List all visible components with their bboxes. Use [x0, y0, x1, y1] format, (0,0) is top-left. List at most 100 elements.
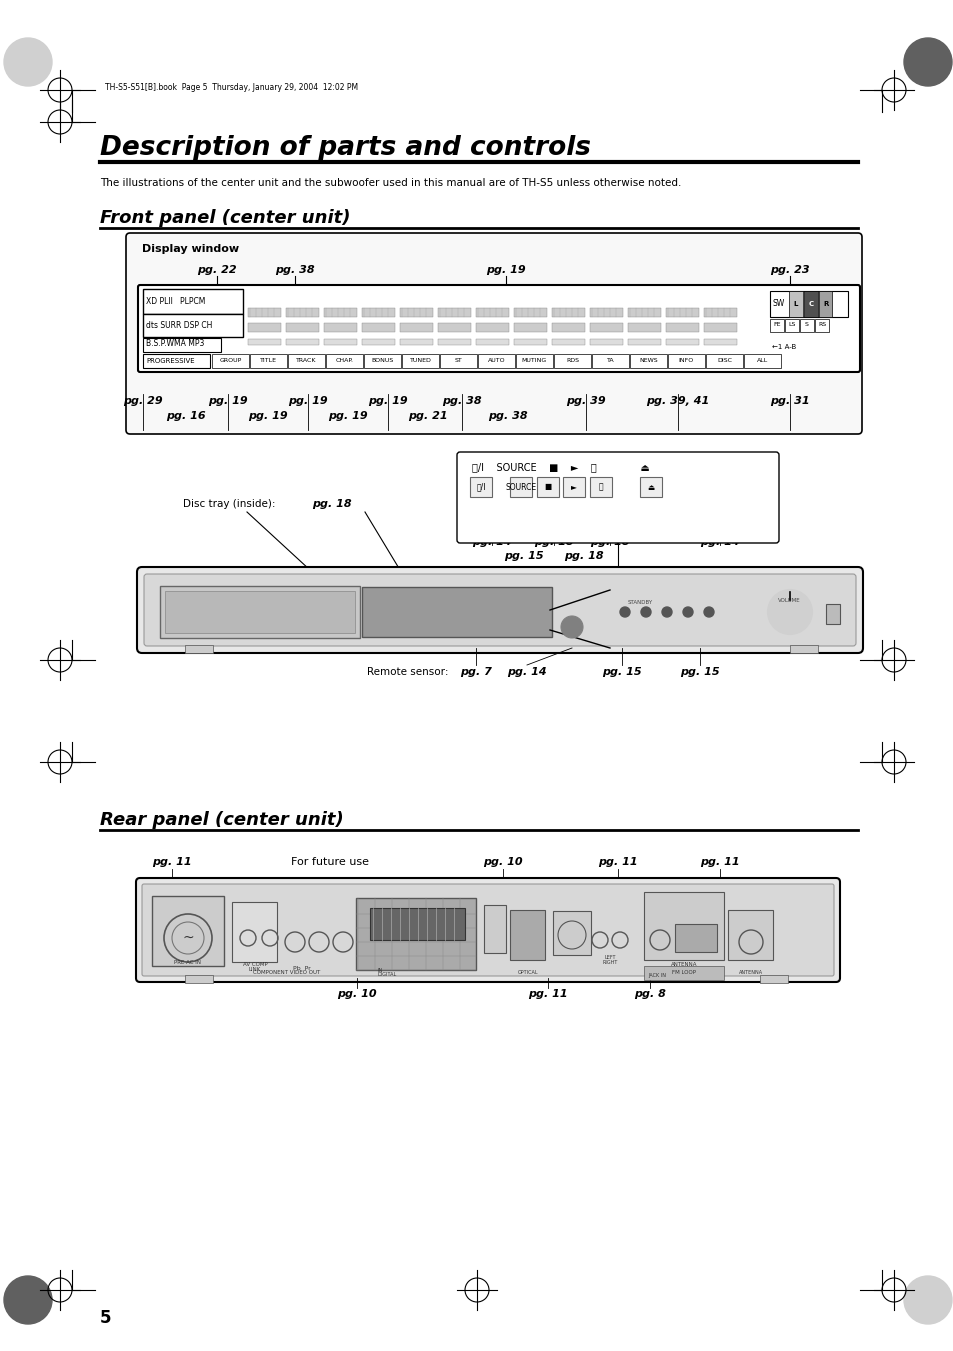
Text: LS: LS	[787, 323, 795, 327]
Bar	[399, 323, 433, 332]
Text: TUNED: TUNED	[409, 358, 431, 363]
Text: pg. 22: pg. 22	[197, 265, 236, 276]
Text: pg. 31: pg. 31	[769, 396, 809, 407]
Bar	[589, 323, 622, 332]
Text: pg. 19: pg. 19	[248, 411, 288, 422]
Bar	[643, 966, 723, 979]
Bar	[143, 354, 210, 367]
Bar	[727, 911, 772, 961]
Bar	[437, 323, 471, 332]
Bar	[589, 339, 622, 345]
Text: ALL: ALL	[756, 358, 767, 363]
Text: TITLE: TITLE	[260, 358, 276, 363]
Text: NEWS: NEWS	[639, 358, 658, 363]
Text: SOURCE: SOURCE	[505, 482, 536, 492]
Bar	[185, 644, 213, 653]
Bar	[232, 902, 276, 962]
Text: DIGITAL: DIGITAL	[377, 973, 396, 978]
Bar	[364, 354, 400, 367]
Text: Front panel (center unit): Front panel (center unit)	[100, 209, 350, 227]
Bar	[250, 354, 287, 367]
Text: pg. 18: pg. 18	[563, 551, 603, 561]
FancyBboxPatch shape	[136, 878, 840, 982]
Bar	[514, 323, 546, 332]
Circle shape	[703, 607, 713, 617]
Text: pg. 23: pg. 23	[769, 265, 809, 276]
Bar	[143, 313, 243, 336]
Bar	[760, 975, 787, 984]
Circle shape	[4, 38, 52, 86]
Bar	[803, 290, 817, 317]
FancyBboxPatch shape	[456, 453, 779, 543]
Text: pg. 7: pg. 7	[459, 667, 492, 677]
Bar	[165, 590, 355, 634]
Bar	[510, 911, 544, 961]
Bar	[788, 290, 802, 317]
Text: pg. 11: pg. 11	[598, 857, 638, 867]
Text: B.S.P.WMA MP3: B.S.P.WMA MP3	[146, 339, 204, 349]
Text: pg. 10: pg. 10	[336, 989, 376, 998]
Text: VOLUME: VOLUME	[778, 597, 800, 603]
Bar	[143, 289, 243, 313]
Text: IN: IN	[377, 967, 383, 973]
Bar	[361, 586, 552, 638]
Bar	[370, 908, 464, 940]
Text: pg. 38: pg. 38	[442, 396, 481, 407]
FancyBboxPatch shape	[142, 884, 833, 975]
Bar	[439, 354, 476, 367]
Text: SW: SW	[772, 300, 784, 308]
Bar	[665, 308, 699, 317]
Bar	[477, 354, 515, 367]
Text: Disc tray (inside):: Disc tray (inside):	[183, 499, 278, 509]
Text: ~: ~	[182, 931, 193, 944]
Bar	[592, 354, 628, 367]
Bar	[286, 323, 318, 332]
Text: pg. 15: pg. 15	[601, 667, 641, 677]
Text: ►: ►	[571, 482, 577, 492]
Bar	[784, 319, 799, 332]
Bar	[476, 323, 509, 332]
Bar	[248, 308, 281, 317]
Circle shape	[560, 616, 582, 638]
Text: Pb  Pr: Pb Pr	[293, 966, 311, 970]
Bar	[152, 896, 224, 966]
Bar	[286, 308, 318, 317]
Bar	[703, 323, 737, 332]
Text: C: C	[807, 301, 813, 307]
Text: Remote sensor:: Remote sensor:	[367, 667, 452, 677]
Text: 5: 5	[100, 1309, 112, 1327]
Bar	[361, 308, 395, 317]
Text: BONUS: BONUS	[371, 358, 394, 363]
Text: PROGRESSIVE: PROGRESSIVE	[146, 358, 194, 363]
Text: OPTICAL: OPTICAL	[517, 970, 537, 974]
Text: ■: ■	[544, 482, 551, 492]
Text: pg. 38: pg. 38	[488, 411, 527, 422]
Text: pg. 10: pg. 10	[482, 857, 522, 867]
Bar	[552, 339, 584, 345]
FancyBboxPatch shape	[144, 574, 855, 646]
Text: RDS: RDS	[565, 358, 578, 363]
Text: pg. 14: pg. 14	[700, 536, 739, 547]
Circle shape	[682, 607, 692, 617]
Bar	[675, 924, 717, 952]
FancyBboxPatch shape	[138, 285, 859, 372]
Bar	[818, 290, 831, 317]
Bar	[554, 354, 590, 367]
Text: Rear panel (center unit): Rear panel (center unit)	[100, 811, 343, 830]
Bar	[703, 308, 737, 317]
Bar	[288, 354, 325, 367]
Bar	[552, 308, 584, 317]
Text: GROUP: GROUP	[219, 358, 241, 363]
Text: pg. 19: pg. 19	[288, 396, 328, 407]
Text: ANTENNA: ANTENNA	[739, 970, 762, 974]
Bar	[627, 308, 660, 317]
Circle shape	[4, 1275, 52, 1324]
Bar	[553, 911, 590, 955]
Text: STANDBY: STANDBY	[627, 600, 653, 604]
Circle shape	[619, 607, 629, 617]
Circle shape	[903, 1275, 951, 1324]
Circle shape	[661, 607, 671, 617]
Text: AUTO: AUTO	[487, 358, 505, 363]
Bar	[399, 339, 433, 345]
Bar	[248, 339, 281, 345]
